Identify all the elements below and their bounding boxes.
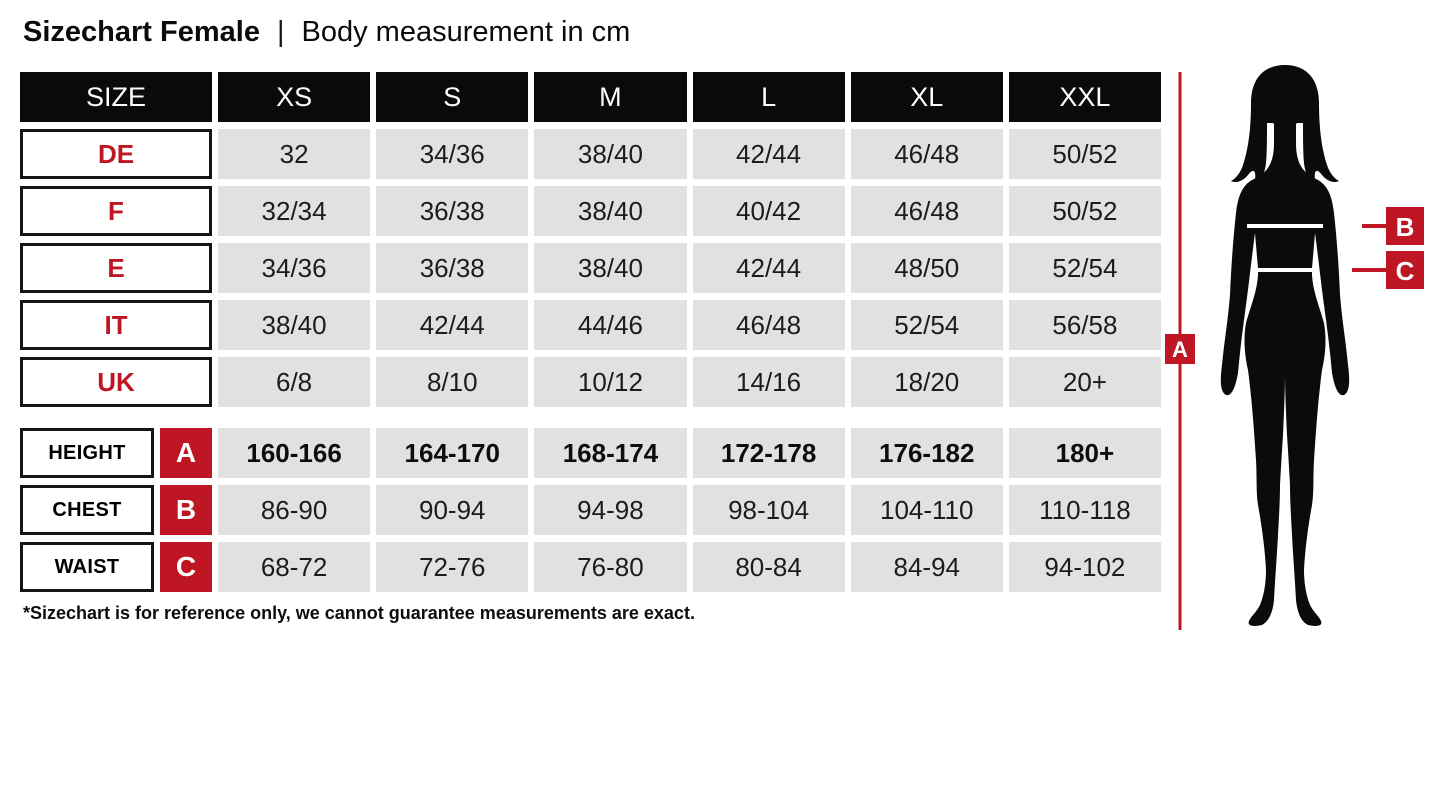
figure-badge-a [1165,334,1195,364]
size-value-cell: 38/40 [534,129,687,179]
page-title: Sizechart Female | Body measurement in cm [23,16,630,49]
figure-badge-b [1386,207,1424,245]
measure-badge-b: B [160,485,212,535]
measure-value-cell: 98-104 [692,485,845,535]
measure-value-cell: 90-94 [376,485,529,535]
size-value-cell: 38/40 [218,300,371,350]
row-label-e: E [20,243,212,293]
row-label-uk: UK [20,357,212,407]
size-value-cell: 32/34 [218,186,371,236]
measure-value-cell: 72-76 [376,542,529,592]
size-value-cell: 42/44 [376,300,529,350]
measure-label-box: WAIST [20,542,154,592]
column-header-xs: XS [218,72,371,122]
size-conversion-table: SIZE XS S M L XL XXL DE 32 34/36 38/40 42/44 46/48 50… [20,72,1161,407]
measure-label-height: HEIGHT A [20,428,212,478]
column-header-m: M [534,72,687,122]
size-value-cell: 52/54 [850,300,1003,350]
size-value-cell: 32 [218,129,371,179]
column-header-s: S [376,72,529,122]
measure-label-chest: CHEST B [20,485,212,535]
measure-label-waist: WAIST C [20,542,212,592]
measure-value-cell: 160-166 [218,428,371,478]
size-value-cell: 38/40 [534,186,687,236]
measure-value-cell: 104-110 [850,485,1003,535]
female-silhouette-figure: A B C [1165,65,1424,630]
size-header-cell: SIZE [20,72,212,122]
measure-value-cell: 76-80 [534,542,687,592]
figure-badge-c-label: C [1396,256,1415,286]
measure-value-cell: 94-102 [1008,542,1161,592]
size-value-cell: 8/10 [376,357,529,407]
measure-value-cell: 110-118 [1008,485,1161,535]
body-measurement-table: HEIGHT A 160-166 164-170 168-174 172-178 176-1… [20,428,1161,592]
size-value-cell: 44/46 [534,300,687,350]
size-value-cell: 48/50 [850,243,1003,293]
size-value-cell: 46/48 [850,129,1003,179]
title-subtitle: Body measurement in cm [301,16,631,48]
silhouette-hair [1231,65,1339,184]
column-header-xl: XL [850,72,1003,122]
size-value-cell: 36/38 [376,243,529,293]
measure-badge-c: C [160,542,212,592]
size-value-cell: 14/16 [692,357,845,407]
measure-value-cell: 176-182 [850,428,1003,478]
size-value-cell: 38/40 [534,243,687,293]
measure-label-box: HEIGHT [20,428,154,478]
size-value-cell: 50/52 [1008,129,1161,179]
size-value-cell: 42/44 [692,243,845,293]
female-silhouette [1220,65,1350,626]
title-separator: | [276,16,285,48]
figure-badge-c [1386,251,1424,289]
silhouette-body [1220,143,1350,626]
column-header-xxl: XXL [1008,72,1161,122]
measure-value-cell: 68-72 [218,542,371,592]
size-value-cell: 42/44 [692,129,845,179]
title-main: Sizechart Female [23,16,260,48]
row-label-de: DE [20,129,212,179]
row-label-it: IT [20,300,212,350]
measure-label-box: CHEST [20,485,154,535]
column-header-l: L [692,72,845,122]
size-value-cell: 34/36 [376,129,529,179]
size-value-cell: 52/54 [1008,243,1161,293]
measure-value-cell: 168-174 [534,428,687,478]
footnote-text: *Sizechart is for reference only, we can… [23,603,695,623]
measure-value-cell: 80-84 [692,542,845,592]
figure-badge-a-label: A [1172,337,1188,362]
measure-value-cell: 164-170 [376,428,529,478]
size-value-cell: 36/38 [376,186,529,236]
size-value-cell: 6/8 [218,357,371,407]
measure-value-cell: 84-94 [850,542,1003,592]
size-value-cell: 56/58 [1008,300,1161,350]
size-value-cell: 18/20 [850,357,1003,407]
size-value-cell: 34/36 [218,243,371,293]
measure-value-cell: 94-98 [534,485,687,535]
measure-value-cell: 172-178 [692,428,845,478]
measure-badge-a: A [160,428,212,478]
size-value-cell: 46/48 [850,186,1003,236]
measure-value-cell: 180+ [1008,428,1161,478]
figure-badge-b-label: B [1396,212,1415,242]
row-label-f: F [20,186,212,236]
measure-value-cell: 86-90 [218,485,371,535]
size-value-cell: 40/42 [692,186,845,236]
size-value-cell: 50/52 [1008,186,1161,236]
size-value-cell: 46/48 [692,300,845,350]
size-value-cell: 10/12 [534,357,687,407]
size-value-cell: 20+ [1008,357,1161,407]
